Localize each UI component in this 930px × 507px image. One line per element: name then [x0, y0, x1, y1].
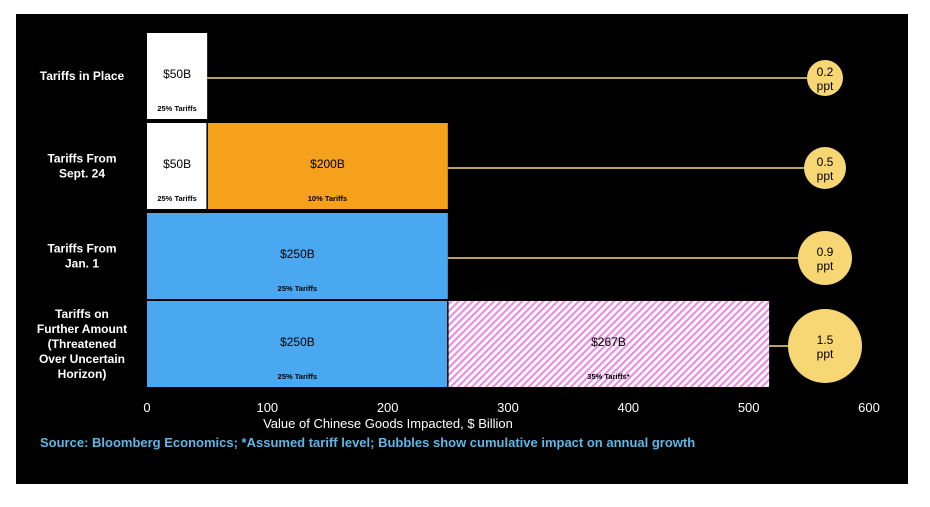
category-label: Over Uncertain: [39, 352, 125, 366]
bar-tariff-label: 25% Tariffs: [157, 194, 196, 203]
bubble-unit: ppt: [817, 347, 834, 361]
bar-tariff-label: 25% Tariffs: [278, 284, 317, 293]
bubble-unit: ppt: [817, 79, 834, 93]
bubble-unit: ppt: [817, 259, 834, 273]
category-label: Horizon): [58, 367, 107, 381]
bar-segment: [447, 301, 770, 387]
bar-tariff-label: 35% Tariffs*: [587, 372, 629, 381]
source-note: Source: Bloomberg Economics; *Assumed ta…: [40, 435, 695, 450]
category-label: Sept. 24: [59, 167, 105, 181]
x-tick-label: 200: [377, 400, 399, 415]
bar-segment: [207, 123, 448, 209]
bar-tariff-label: 25% Tariffs: [157, 104, 196, 113]
category-label: Tariffs From: [47, 152, 116, 166]
bar-value-label: $267B: [591, 335, 626, 349]
category-label: Tariffs From: [47, 242, 116, 256]
impact-bubble: [807, 60, 843, 96]
bar-tariff-label: 10% Tariffs: [308, 194, 347, 203]
category-label: Jan. 1: [65, 257, 99, 271]
impact-bubble: [798, 231, 852, 285]
impact-bubble: [804, 147, 846, 189]
bar-segment: [147, 213, 448, 299]
x-tick-label: 500: [738, 400, 760, 415]
category-label: (Threatened: [48, 337, 117, 351]
chart-panel: $50B 25% Tariffs Tariffs in Place 0.2 ppt $50…: [16, 14, 908, 484]
bubble-value: 1.5: [817, 333, 834, 347]
bar-value-label: $250B: [280, 247, 315, 261]
bar-value-label: $200B: [310, 157, 345, 171]
category-label: Further Amount: [37, 322, 127, 336]
bar-segment: [147, 123, 208, 209]
x-axis-label: Value of Chinese Goods Impacted, $ Billi…: [263, 416, 513, 431]
bar-segment: [147, 301, 448, 387]
category-label: Tariffs on: [55, 307, 109, 321]
bubble-value: 0.9: [817, 245, 834, 259]
bar-value-label: $250B: [280, 335, 315, 349]
x-tick-label: 400: [617, 400, 639, 415]
x-tick-label: 0: [143, 400, 150, 415]
bubble-value: 0.5: [817, 155, 834, 169]
bubble-unit: ppt: [817, 169, 834, 183]
bar-tariff-label: 25% Tariffs: [278, 372, 317, 381]
category-label: Tariffs in Place: [40, 69, 125, 83]
bar-segment: [147, 33, 208, 119]
x-tick-label: 600: [858, 400, 880, 415]
bar-value-label: $50B: [163, 157, 191, 171]
x-tick-label: 100: [256, 400, 278, 415]
bubble-value: 0.2: [817, 65, 834, 79]
impact-bubble: [788, 309, 862, 383]
x-tick-label: 300: [497, 400, 519, 415]
bar-value-label: $50B: [163, 67, 191, 81]
